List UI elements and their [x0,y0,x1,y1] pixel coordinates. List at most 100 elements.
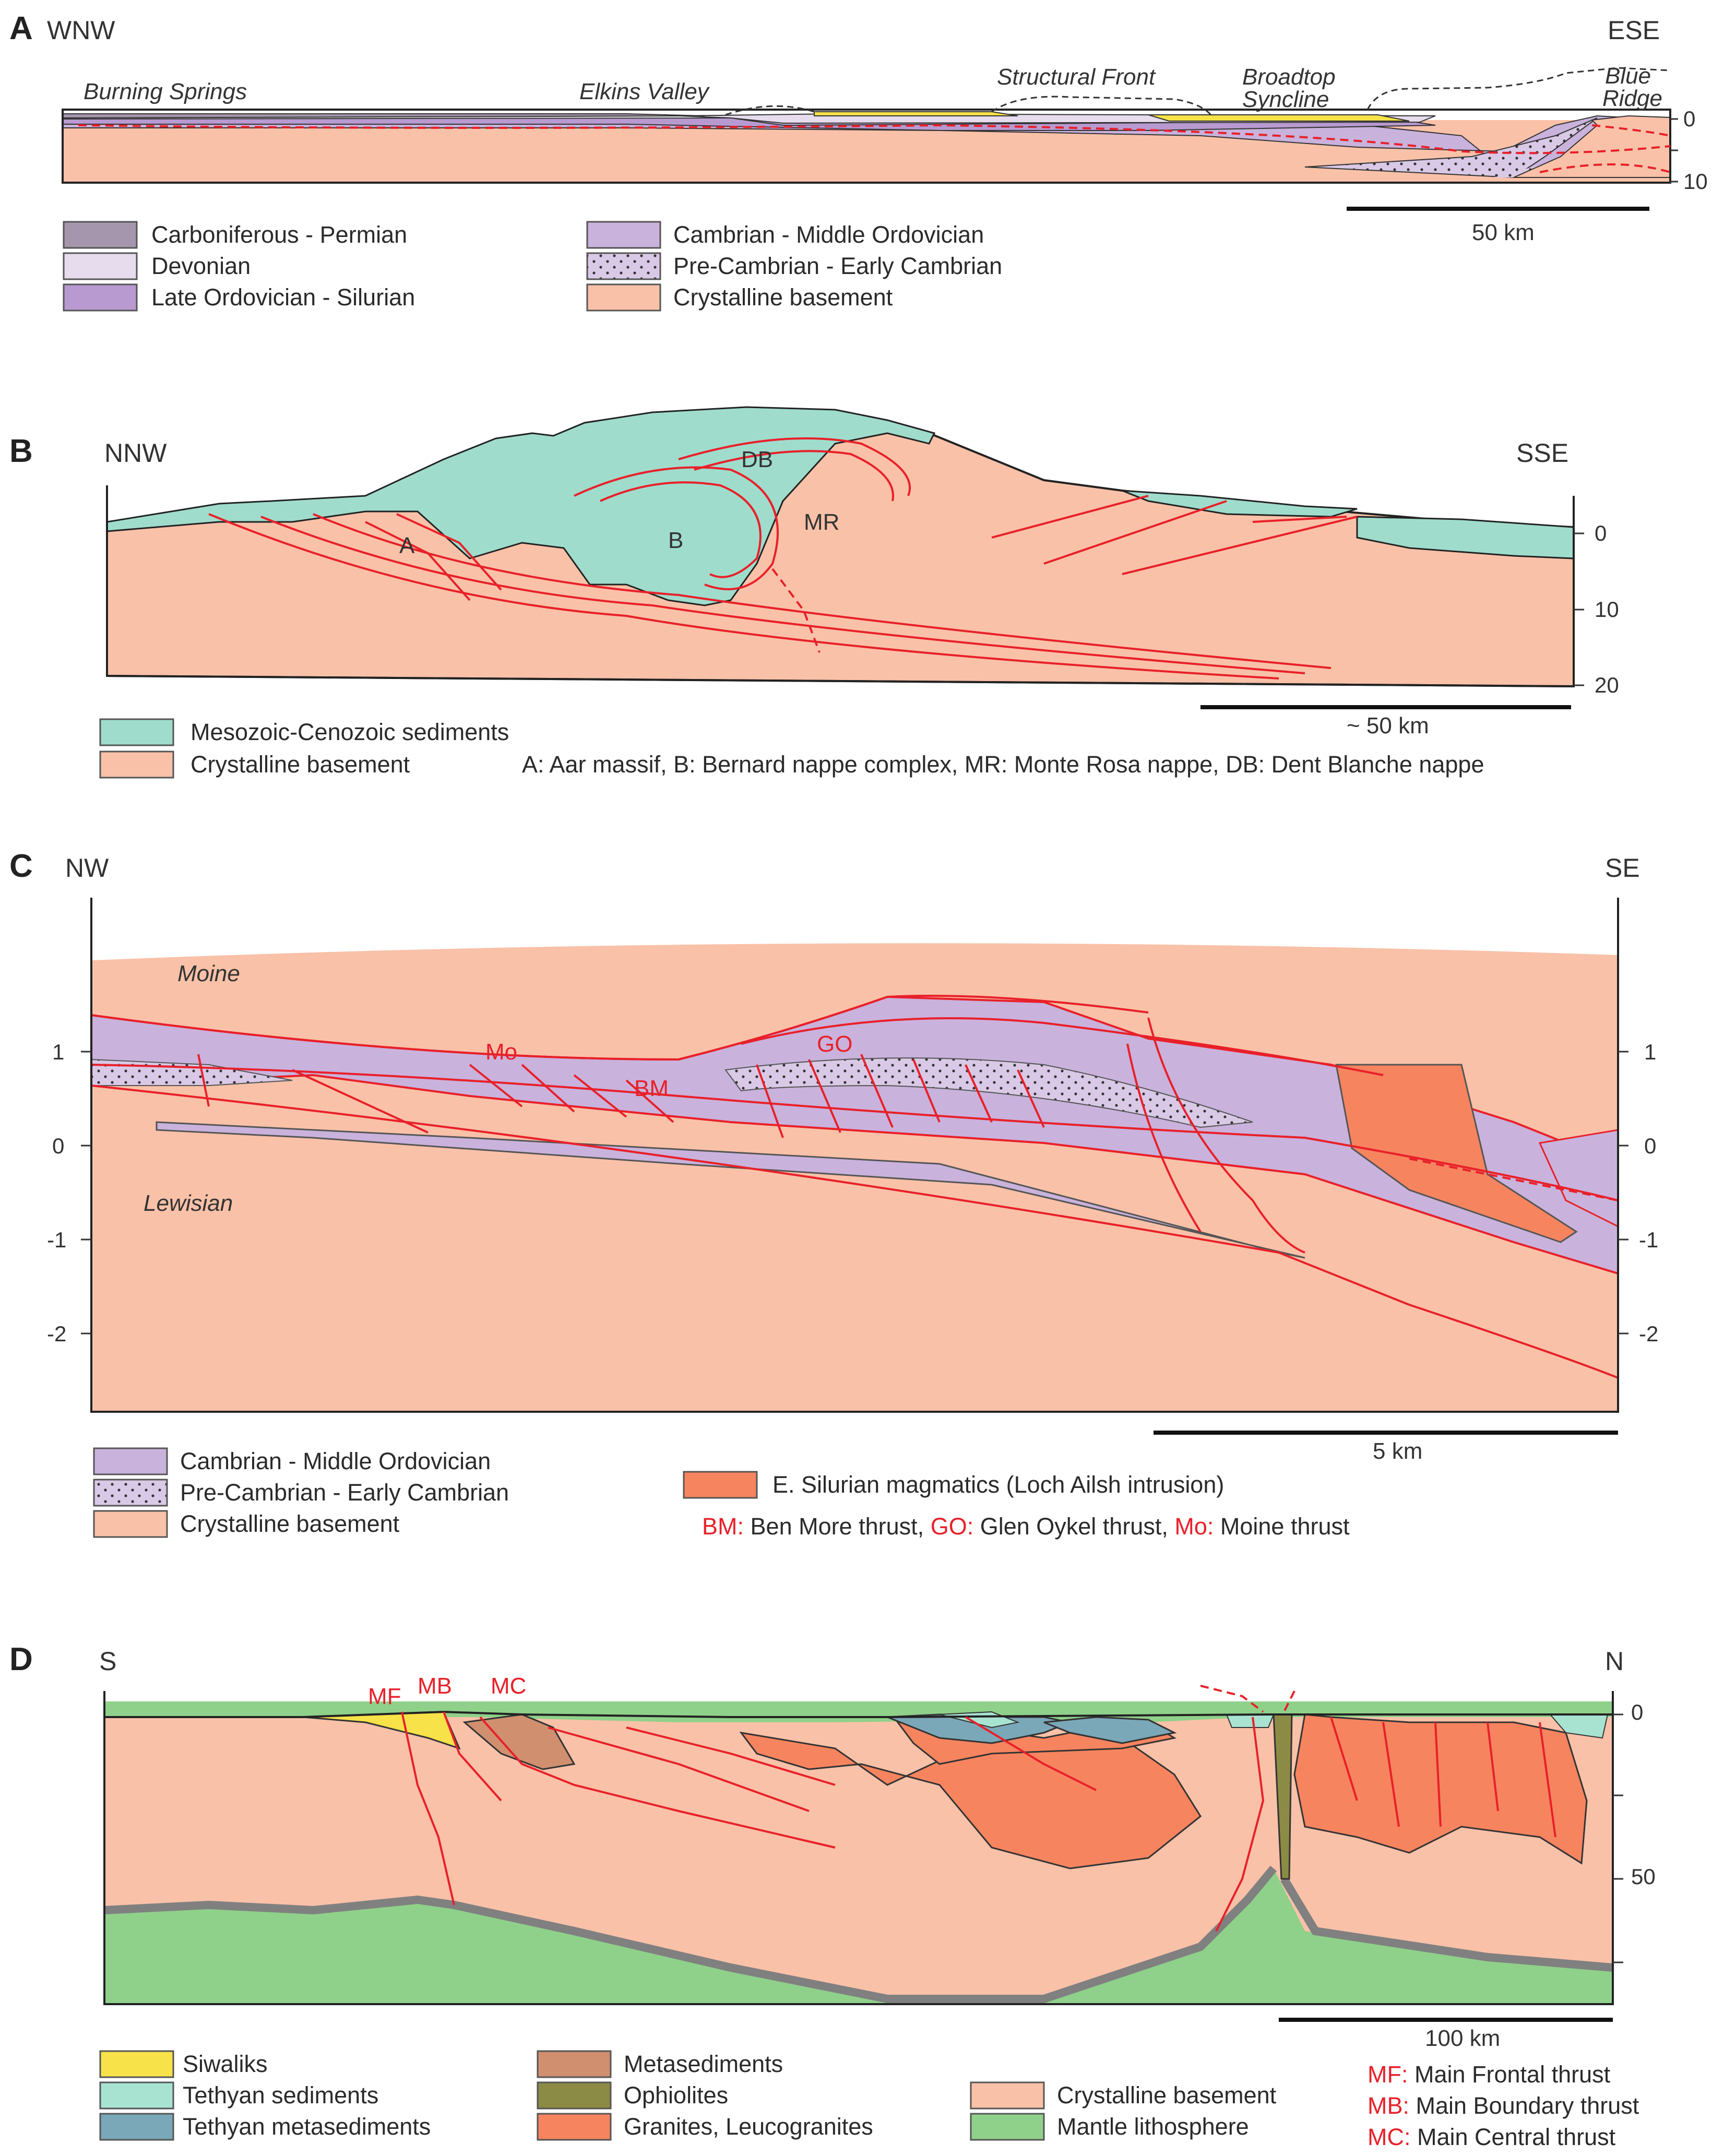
panel-a-section [62,67,1671,184]
panel-a-blue-ridge-basement [1513,115,1671,178]
panel-d-mct [479,1716,836,1849]
panel-c-sole-thrust [91,1085,1619,1379]
panel-d-tethyan-meta-2 [1043,1716,1177,1744]
abbrev-mb: MB: Main Boundary thrust [1368,2092,1639,2119]
panel-c-tick-left-1: 1 [52,1040,64,1064]
panel-b-dashed-fold [771,568,821,653]
legend-swatch-cambrian-c [93,1447,168,1475]
panel-d-dir-right: N [1605,1647,1624,1676]
panel-b-scale-bar: ~ 50 km [1200,705,1571,738]
panel-d-fault-5 [626,1726,836,1786]
abbrev-mc: MC: Main Central thrust [1368,2124,1616,2150]
legend-swatch-tethyan-meta [99,2113,174,2141]
panel-d-crystalline [104,1717,1613,1999]
panel-c-tick-right-1: 1 [1644,1040,1656,1064]
panel-a-dir-right: ESE [1608,16,1660,45]
panel-b-section [106,406,1575,688]
legend-swatch-siwaliks [99,2050,174,2078]
legend-swatch-precambrian [586,252,661,280]
panel-b-meso-cenozoic [106,406,936,606]
panel-c-small-fault-2 [292,1069,429,1134]
panel-c-steep-fault-1 [1147,1017,1305,1254]
panel-d-dashed-2 [1283,1690,1295,1712]
legend-swatch-silurian-magmatics [683,1471,758,1499]
panel-b-sediment-east-1 [1122,490,1358,518]
panel-b-label-monte-rosa: MR [804,509,839,535]
panel-c-dir-left: NW [65,853,109,883]
panel-a-late-ordovician-silurian [62,117,1436,131]
legend-cambrian: Cambrian - Middle Ordovician [673,221,984,248]
panel-b-label-dent-blanche: DB [741,447,773,472]
panel-c-depth-axis: 1 0 -1 -2 1 0 -1 -2 [47,1040,1658,1346]
abbrev-mo-code: Mo: [1168,1513,1214,1540]
panel-d-mbt [443,1711,502,1802]
panel-b-fault-7 [1043,500,1227,565]
abbrev-go-code: GO: [924,1513,973,1540]
panel-b-fault-5 [396,513,502,591]
abbrev-mb-name: Main Boundary thrust [1409,2092,1639,2119]
panel-c-moine-label: Moine [177,961,240,986]
panel-d-moho-south [104,1865,1277,2003]
legend-precambrian-c: Pre-Cambrian - Early Cambrian [180,1479,509,1506]
abbrev-go-name: Glen Oykel thrust, [973,1513,1168,1540]
panel-b-tick-10: 10 [1595,597,1619,622]
panel-d-north-faults [1330,1717,1556,1838]
legend-swatch-crystalline [586,283,661,312]
panel-a-tick-0: 0 [1683,106,1695,131]
location-blue: Blue [1605,63,1651,89]
panel-c-abbreviations: BM: Ben More thrust, GO: Glen Oykel thru… [681,1513,1366,1540]
legend-cambrian-c: Cambrian - Middle Ordovician [180,1448,491,1474]
abbrev-mf-name: Main Frontal thrust [1408,2061,1610,2088]
abbrev-mc-code: MC: [1368,2124,1411,2150]
panel-c-small-fault-1 [197,1054,210,1107]
panel-b-fold-4 [694,450,894,502]
location-elkins-valley: Elkins Valley [579,79,710,104]
panel-b: B NNW SSE A B MR DB [9,406,1619,779]
location-ridge: Ridge [1602,86,1662,111]
legend-swatch-basement-b [99,751,174,779]
location-burning-springs: Burning Springs [84,79,247,104]
legend-swatch-late-ordovician [63,283,138,312]
panel-c-lewisian-label: Lewisian [144,1190,233,1216]
panel-a-locations: Burning Springs Elkins Valley Structural… [84,63,1662,112]
abbrev-bm-name: Ben More thrust, [744,1513,924,1540]
panel-c-loch-ailsh-intrusion [1335,1064,1578,1243]
panel-b-fault-2 [260,516,1305,674]
panel-c: C NW SE Moine Lewisian Mo BM GO [9,848,1658,1540]
panel-b-fold-3 [678,437,911,496]
panel-d: D S N [9,1641,1656,2150]
panel-a-cambrian-ordovician [62,115,1671,178]
panel-b-fault-1 [208,513,1279,680]
panel-d-topography [104,1710,1613,1718]
panel-b-dir-right: SSE [1516,438,1568,468]
panel-d-scale-label: 100 km [1425,2026,1500,2051]
panel-a-scale-bar: 50 km [1347,207,1649,245]
panel-b-label-bernard: B [668,528,683,553]
panel-d-dir-left: S [99,1647,116,1676]
panel-b-fault-4 [365,521,471,601]
panel-a-detachment [78,124,1671,154]
abbrev-bm-code: BM: [702,1513,744,1540]
panel-c-bm-label: BM [634,1076,669,1101]
panel-b-fault-9 [1252,516,1347,523]
legend-swatch-precambrian-c [93,1479,168,1507]
panel-d-moho-north [1280,1876,1613,1972]
abbrev-mc-name: Main Central thrust [1411,2124,1616,2150]
panel-d-tethyan-sed-2 [1226,1714,1275,1728]
panel-b-label: B [9,433,33,469]
panel-b-depth-axis: 0 10 20 [1574,521,1619,697]
panel-a-depth-axis: 0 10 [1670,106,1708,194]
panel-d-fault-7 [1215,1717,1265,1932]
location-broadtop: Broadtop [1242,64,1336,90]
legend-swatch-crystalline-c [93,1510,168,1538]
legend-swatch-carboniferous [63,221,138,249]
panel-a: A WNW ESE Burning Springs Elkins Valley [9,10,1708,312]
panel-c-tick-left-m2: -2 [47,1321,66,1346]
panel-c-tick-right-0: 0 [1644,1134,1656,1158]
location-structural-front: Structural Front [997,64,1156,90]
legend-swatch-ophiolites [537,2081,612,2110]
legend-tethyan-sed: Tethyan sediments [183,2082,378,2109]
panel-c-dashed-fault [1409,1158,1619,1201]
panel-b-label-aar: A [399,533,415,558]
panel-b-scale-label: ~ 50 km [1347,713,1429,738]
